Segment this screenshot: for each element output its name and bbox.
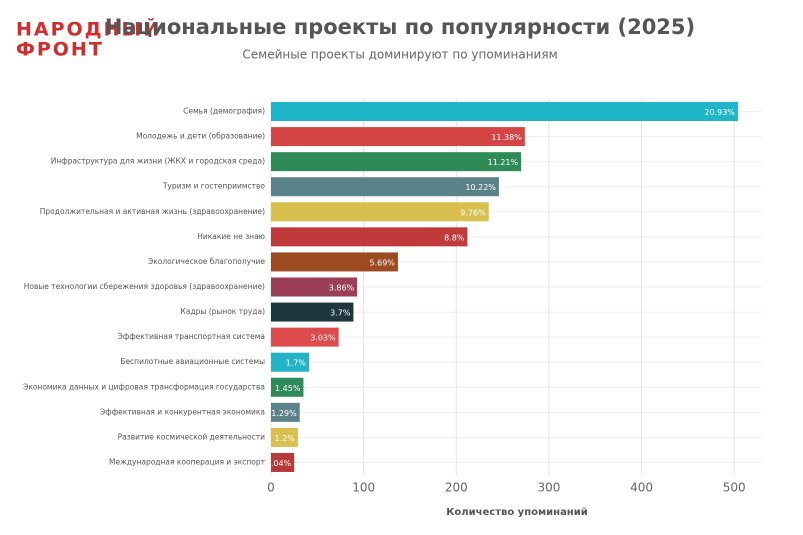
x-axis-label: Количество упоминаний (446, 507, 587, 518)
bar (271, 352, 309, 372)
y-tick-label: Никакие не знаю (197, 232, 265, 241)
y-tick-label: Экологическое благополучие (148, 257, 265, 266)
value-label: 1.7% (286, 359, 307, 368)
bar (271, 202, 489, 222)
value-label: 3.7% (330, 309, 351, 318)
bar (271, 102, 738, 122)
value-label: 11.38% (491, 133, 522, 142)
bar (271, 327, 339, 347)
value-label: 3.86% (329, 284, 355, 293)
y-tick-label: Эффективная транспортная система (118, 332, 265, 341)
value-label: 11.21% (488, 158, 519, 167)
value-label: 3.03% (310, 334, 336, 343)
value-label: 5.69% (369, 258, 395, 267)
bar (271, 302, 354, 322)
y-tick-label: Эффективная и конкурентная экономика (100, 407, 265, 416)
x-tick-label: 300 (537, 481, 560, 495)
value-label: 1.29% (271, 409, 297, 418)
y-tick-label: Новые технологии сбережения здоровья (зд… (24, 282, 265, 291)
bar (271, 252, 398, 272)
y-tick-label: Развитие космической деятельности (118, 432, 265, 441)
y-tick-label: Продолжительная и активная жизнь (здраво… (40, 207, 265, 216)
y-tick-label: Туризм и гостеприимство (162, 182, 266, 191)
x-tick-label: 100 (352, 481, 375, 495)
bar (271, 377, 304, 397)
value-label: 8.8% (444, 233, 465, 242)
x-tick-label: 200 (445, 481, 468, 495)
value-label: 1.2% (275, 434, 296, 443)
value-label: 20.93% (704, 108, 735, 117)
x-tick-label: 400 (630, 481, 653, 495)
bar (271, 177, 499, 197)
value-label: 10.22% (465, 183, 496, 192)
y-tick-label: Международная кооперация и экспорт (109, 457, 266, 466)
y-tick-label: Молодежь и дети (образование) (136, 132, 265, 141)
bar (271, 402, 300, 422)
bar (271, 452, 295, 472)
x-tick-label: 500 (723, 481, 746, 495)
x-tick-label: 0 (267, 481, 275, 495)
value-label: 1.45% (275, 384, 301, 393)
chart-title: Национальные проекты по популярности (20… (105, 15, 695, 39)
bar (271, 127, 525, 147)
bar (271, 227, 468, 247)
logo-line: ФРОНТ (16, 39, 104, 61)
chart-subtitle: Семейные проекты доминируют по упоминани… (242, 48, 557, 62)
y-tick-label: Экономика данных и цифровая трансформаци… (23, 382, 265, 391)
value-label: 1.04% (266, 459, 292, 468)
logo-line: НАРОДНЫЙ (16, 18, 161, 41)
y-tick-label: Семья (демография) (183, 107, 265, 116)
y-tick-label: Беспилотные авиационные системы (120, 357, 265, 366)
bar (271, 277, 358, 297)
bar (271, 152, 522, 172)
value-label: 9.76% (460, 208, 486, 217)
y-tick-label: Инфраструктура для жизни (ЖКХ и городска… (51, 157, 265, 166)
bar (271, 427, 298, 447)
y-tick-label: Кадры (рынок труда) (181, 307, 266, 316)
